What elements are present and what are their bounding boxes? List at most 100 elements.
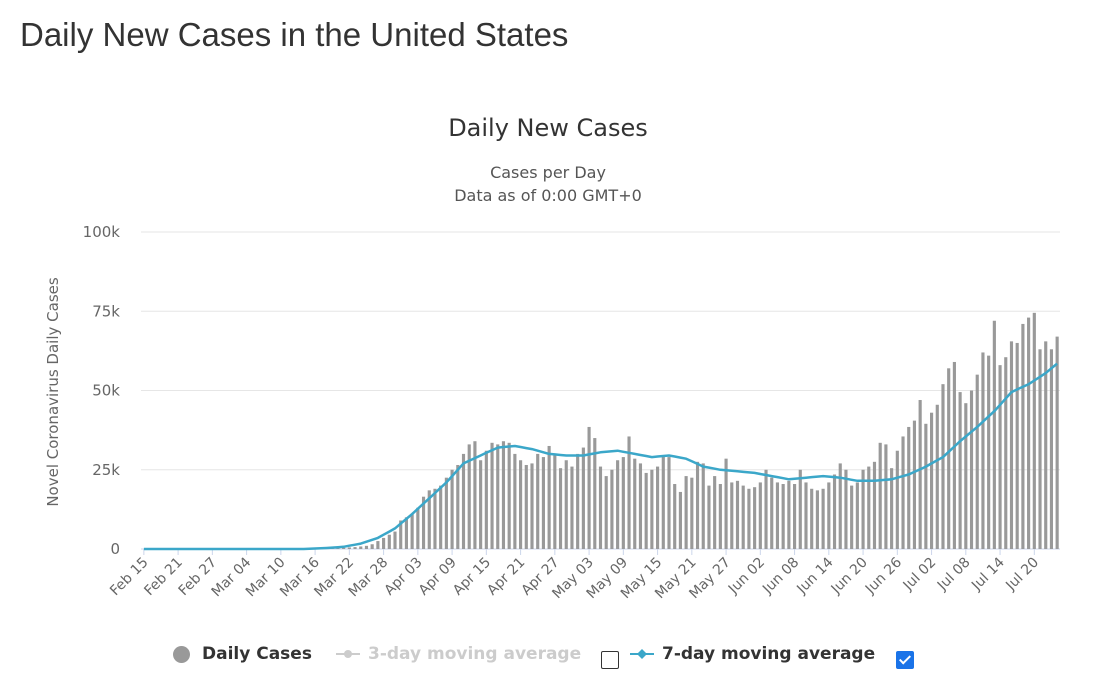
bar xyxy=(855,482,859,549)
bar xyxy=(644,472,648,549)
bar xyxy=(798,469,802,549)
bar xyxy=(427,490,431,549)
x-tick-label: Jun 02 xyxy=(725,555,768,598)
bar xyxy=(456,464,460,549)
bar xyxy=(890,468,894,549)
bar xyxy=(656,466,660,549)
bar xyxy=(621,457,625,549)
bar xyxy=(832,474,837,549)
bar xyxy=(661,455,665,549)
bar xyxy=(421,496,426,549)
3-day-average-checkbox[interactable] xyxy=(601,651,619,669)
bar xyxy=(684,476,688,549)
bar xyxy=(1021,323,1025,549)
bar xyxy=(501,441,506,549)
bar xyxy=(553,455,557,549)
legend-item-daily-cases[interactable]: Daily Cases xyxy=(173,644,312,664)
bar xyxy=(587,426,591,549)
bar xyxy=(416,507,420,549)
bar xyxy=(1049,349,1054,549)
bar xyxy=(701,463,705,549)
x-tick-label: Jun 14 xyxy=(793,554,836,597)
bar xyxy=(439,485,443,549)
line-marker-icon xyxy=(336,650,360,658)
bar xyxy=(775,482,780,549)
bar xyxy=(821,488,825,549)
bar xyxy=(901,436,905,549)
bar xyxy=(924,423,928,549)
bar xyxy=(730,482,734,549)
y-tick-label: 100k xyxy=(83,223,121,241)
7-day-average-checkbox[interactable] xyxy=(896,651,914,669)
y-tick-label: 25k xyxy=(92,461,120,479)
bar xyxy=(484,450,488,549)
bar xyxy=(941,384,945,549)
bar xyxy=(461,453,466,549)
bar xyxy=(713,476,717,549)
bar xyxy=(382,537,386,549)
bar xyxy=(810,488,814,549)
bar xyxy=(918,400,922,549)
bar xyxy=(610,469,614,549)
bar xyxy=(695,461,700,549)
bar xyxy=(929,412,934,549)
x-tick-label: Jul 02 xyxy=(900,555,940,595)
bar xyxy=(336,548,340,549)
bar xyxy=(450,469,454,549)
bar xyxy=(952,361,956,549)
bar xyxy=(764,469,768,549)
x-tick-label: Jun 26 xyxy=(862,554,905,597)
bar xyxy=(1027,317,1031,549)
legend-item-3-day-average[interactable]: 3-day moving average xyxy=(336,644,581,664)
bar xyxy=(912,420,917,549)
bar xyxy=(370,544,374,549)
bar xyxy=(804,482,808,549)
bar xyxy=(884,444,888,549)
bar xyxy=(690,477,694,549)
bar xyxy=(496,444,500,549)
bar xyxy=(947,368,951,549)
bar xyxy=(981,352,985,549)
bar xyxy=(741,485,745,549)
bar xyxy=(1009,341,1014,549)
y-tick-label: 75k xyxy=(92,302,120,320)
bar xyxy=(507,442,511,549)
legend-item-7-day-average[interactable]: 7-day moving average xyxy=(630,644,875,664)
bar xyxy=(815,490,819,549)
bar xyxy=(707,485,711,549)
bar xyxy=(364,545,369,549)
bar xyxy=(347,547,351,549)
bar xyxy=(547,445,551,549)
bar xyxy=(975,374,979,549)
bar xyxy=(541,457,545,549)
bar xyxy=(907,426,911,549)
y-tick-label: 50k xyxy=(92,382,120,400)
bar xyxy=(673,484,677,549)
bar xyxy=(576,453,580,549)
bar xyxy=(444,477,448,549)
bar xyxy=(935,404,939,549)
chart-legend: Daily Cases 3-day moving average 7-day m… xyxy=(0,644,1108,674)
bar xyxy=(969,390,974,549)
bar xyxy=(558,468,563,549)
bar xyxy=(667,457,671,549)
bar xyxy=(867,466,871,549)
x-tick-label: Jul 08 xyxy=(934,555,974,595)
bar xyxy=(781,484,785,549)
bar xyxy=(359,546,363,549)
bar xyxy=(1055,336,1059,549)
bar xyxy=(593,438,597,549)
bar xyxy=(650,469,654,549)
legend-label-daily-cases: Daily Cases xyxy=(202,644,312,664)
bar xyxy=(770,477,774,549)
bar xyxy=(404,517,408,549)
bar xyxy=(433,488,437,549)
bar xyxy=(490,442,494,549)
bar xyxy=(1038,349,1042,549)
bar xyxy=(992,320,996,549)
bar xyxy=(524,464,528,549)
bar xyxy=(387,534,391,549)
bar xyxy=(479,460,483,549)
seven-day-average-line xyxy=(143,362,1058,551)
x-tick-label: Jun 20 xyxy=(828,555,871,598)
